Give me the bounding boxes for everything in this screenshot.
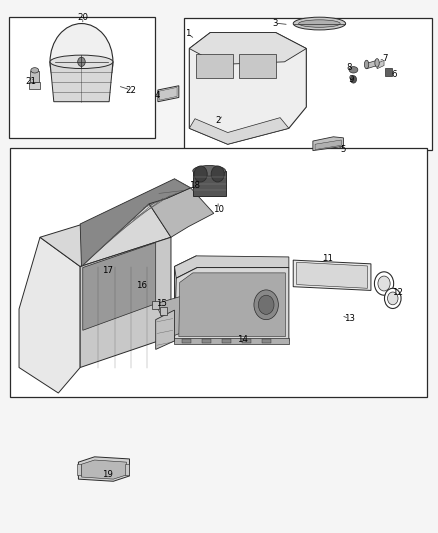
Polygon shape bbox=[159, 87, 177, 100]
Text: 13: 13 bbox=[343, 314, 355, 323]
Polygon shape bbox=[174, 268, 289, 341]
Text: 11: 11 bbox=[322, 254, 333, 263]
Bar bbox=[184, 18, 431, 150]
Text: 9: 9 bbox=[348, 75, 353, 84]
Polygon shape bbox=[293, 260, 371, 290]
Text: 22: 22 bbox=[125, 85, 136, 94]
Polygon shape bbox=[149, 188, 214, 237]
Polygon shape bbox=[313, 137, 343, 151]
Ellipse shape bbox=[31, 68, 39, 73]
Text: 21: 21 bbox=[25, 77, 36, 86]
Bar bbox=[193, 171, 226, 196]
Polygon shape bbox=[155, 288, 210, 337]
Polygon shape bbox=[155, 310, 174, 350]
Text: 18: 18 bbox=[190, 181, 201, 190]
Polygon shape bbox=[367, 60, 377, 69]
Bar bbox=[30, 71, 39, 82]
Polygon shape bbox=[189, 33, 306, 64]
Circle shape bbox=[254, 290, 279, 320]
Bar bbox=[159, 308, 166, 316]
Bar bbox=[239, 54, 276, 78]
Polygon shape bbox=[50, 62, 113, 102]
Bar bbox=[9, 17, 155, 138]
Polygon shape bbox=[19, 237, 80, 393]
Circle shape bbox=[385, 288, 401, 309]
Bar bbox=[196, 54, 233, 78]
Polygon shape bbox=[78, 457, 130, 481]
Ellipse shape bbox=[375, 59, 379, 67]
Text: 12: 12 bbox=[392, 287, 403, 296]
Bar bbox=[385, 68, 392, 76]
Circle shape bbox=[378, 276, 390, 291]
Text: 6: 6 bbox=[392, 70, 397, 78]
Text: 17: 17 bbox=[102, 266, 113, 275]
Text: 16: 16 bbox=[136, 280, 147, 289]
Text: 2: 2 bbox=[215, 116, 221, 125]
Circle shape bbox=[50, 23, 113, 100]
Polygon shape bbox=[179, 273, 286, 337]
Bar bbox=[125, 464, 130, 475]
Text: 20: 20 bbox=[77, 13, 88, 22]
Circle shape bbox=[194, 166, 207, 182]
Polygon shape bbox=[174, 338, 289, 344]
Polygon shape bbox=[80, 179, 191, 266]
Text: 5: 5 bbox=[341, 145, 346, 154]
Bar bbox=[29, 82, 40, 90]
Bar bbox=[182, 340, 191, 343]
Text: 19: 19 bbox=[102, 471, 113, 479]
Ellipse shape bbox=[299, 20, 340, 27]
Polygon shape bbox=[40, 204, 171, 266]
Circle shape bbox=[78, 57, 85, 67]
Polygon shape bbox=[315, 140, 341, 150]
Polygon shape bbox=[83, 243, 155, 330]
Polygon shape bbox=[80, 237, 171, 368]
Bar bbox=[242, 340, 251, 343]
Text: 14: 14 bbox=[237, 335, 248, 344]
Circle shape bbox=[211, 166, 224, 182]
Bar bbox=[262, 340, 271, 343]
Bar bbox=[152, 301, 159, 309]
Polygon shape bbox=[174, 256, 196, 341]
Bar bbox=[222, 340, 231, 343]
Circle shape bbox=[350, 76, 357, 83]
Polygon shape bbox=[158, 86, 179, 102]
Polygon shape bbox=[377, 60, 384, 69]
Text: 3: 3 bbox=[272, 19, 278, 28]
Text: 8: 8 bbox=[346, 63, 352, 71]
Bar bbox=[11, 148, 427, 397]
Circle shape bbox=[258, 295, 274, 314]
Bar bbox=[77, 464, 81, 475]
Polygon shape bbox=[81, 460, 127, 479]
Ellipse shape bbox=[293, 17, 346, 30]
Polygon shape bbox=[297, 262, 367, 288]
Polygon shape bbox=[174, 256, 289, 278]
Ellipse shape bbox=[50, 55, 113, 69]
Circle shape bbox=[388, 292, 398, 305]
Circle shape bbox=[374, 272, 394, 295]
Polygon shape bbox=[189, 33, 306, 144]
Ellipse shape bbox=[364, 60, 369, 69]
Text: 7: 7 bbox=[382, 54, 388, 62]
Text: 1: 1 bbox=[185, 29, 191, 38]
Ellipse shape bbox=[193, 165, 226, 176]
Text: 15: 15 bbox=[156, 299, 167, 308]
Text: 4: 4 bbox=[154, 91, 160, 100]
Ellipse shape bbox=[349, 67, 358, 73]
Bar bbox=[202, 340, 211, 343]
Text: 10: 10 bbox=[212, 205, 224, 214]
Polygon shape bbox=[189, 118, 289, 144]
